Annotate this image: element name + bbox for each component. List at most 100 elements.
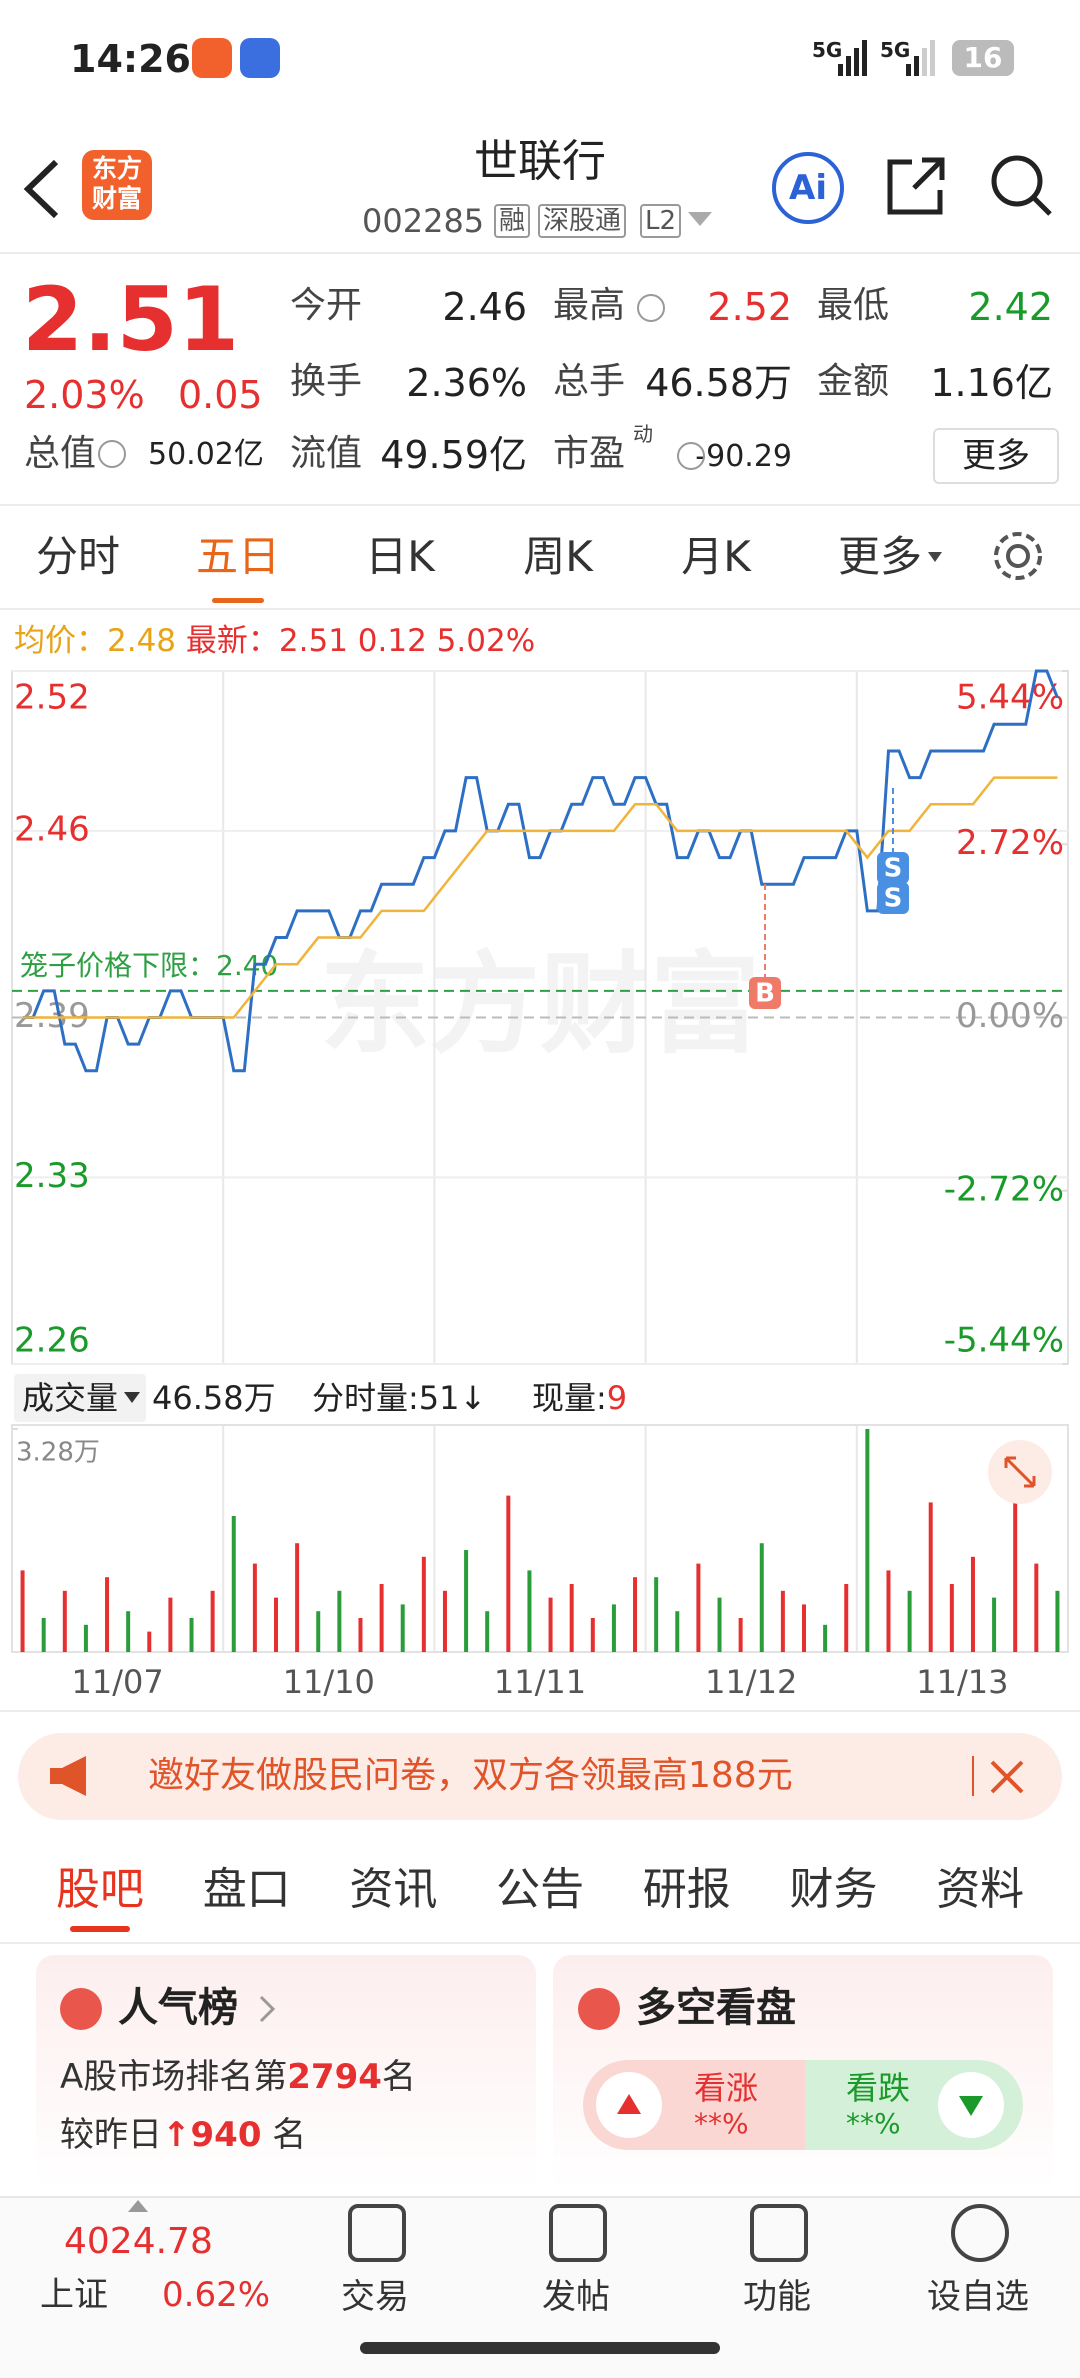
volume-bar [780,1590,785,1652]
stat-label: 最高 [553,285,626,326]
stat-value: 46.58万 [645,361,792,405]
latest-change: 0.12 [357,623,427,659]
volume-bar [844,1584,849,1652]
up-triangle [617,2094,641,2114]
tag: 融 [494,204,531,238]
latest-change-pct: 5.02% [436,623,536,659]
volume-bar [358,1618,363,1652]
volume-bar [1055,1590,1060,1652]
index-change[interactable]: 0.62% [162,2275,271,2315]
x-tick-label: 11/13 [916,1663,1008,1701]
ai-button[interactable]: Ai [772,152,844,224]
period-tab[interactable]: 日K [365,532,435,581]
rank-change-line: 较昨日↑940 名 [60,2118,306,2152]
volume-selector[interactable] [14,1374,146,1422]
banner-text: 邀好友做股民问卷，双方各领最高188元 [148,1755,793,1796]
cage-limit-label: 笼子价格下限：2.40 [20,949,278,982]
volume-bar [886,1570,891,1652]
volume-bar [464,1550,469,1652]
nav-icon[interactable] [951,2204,1009,2262]
stat-value: 1.16亿 [930,361,1053,405]
status-time: 14:26 [70,37,191,81]
dropdown-arrow [124,1392,140,1403]
volume-bar [654,1577,659,1652]
section-tab[interactable]: 资讯 [349,1864,438,1915]
stat-sup: 动 [633,422,653,446]
volume-bar [442,1590,447,1652]
period-tab[interactable]: 分时 [35,532,120,581]
divider [0,252,1080,254]
tab-underline [70,1926,130,1932]
volume-bar [590,1618,595,1652]
popularity-card[interactable] [36,1955,536,2190]
volume-bar [949,1584,954,1652]
more-button[interactable]: 更多 [933,428,1059,484]
x-tick-label: 11/11 [494,1663,586,1701]
tag: 深股通 [538,204,627,238]
volume-bar [252,1563,257,1652]
volume-bar [970,1556,975,1652]
expand-arrow[interactable] [128,2200,148,2212]
volume-bar [759,1543,764,1652]
section-tab[interactable]: 股吧 [56,1864,144,1915]
y2-tick-label: 0.00% [956,996,1064,1036]
settings-button[interactable] [990,528,1046,584]
volume-bar [210,1590,215,1652]
avg-label: 均价： [14,623,107,659]
nav-label[interactable]: 功能 [743,2277,811,2317]
nav-icon[interactable] [549,2204,607,2262]
promo-banner[interactable] [18,1733,1062,1820]
section-tab[interactable]: 盘口 [202,1864,291,1915]
logo: 东方 财富 [82,150,152,220]
volume-bar [316,1611,321,1652]
nav-label[interactable]: 交易 [341,2277,409,2317]
nav-label[interactable]: 发帖 [542,2277,610,2317]
info-icon[interactable] [677,442,705,470]
volume-bar [611,1604,616,1652]
latest-value: 2.51 [278,623,348,659]
back-button[interactable] [22,158,62,220]
section-tab[interactable]: 资料 [936,1864,1025,1915]
card-title: 人气榜 [118,1985,238,2031]
dropdown-arrow[interactable] [688,212,712,228]
divider [0,608,1080,610]
close-button[interactable] [990,1760,1024,1794]
volume-bar [992,1597,997,1652]
down-triangle [959,2096,983,2116]
info-icon[interactable] [637,294,665,322]
section-tab[interactable]: 财务 [789,1864,878,1915]
info-icon[interactable] [98,440,126,468]
volume-bar [907,1590,912,1652]
section-tab[interactable]: 公告 [496,1864,585,1915]
volume-bar [189,1618,194,1652]
nav-icon[interactable] [750,2204,808,2262]
volume-bar [485,1611,490,1652]
rank-value: 2794 [287,2057,382,2097]
section-tab[interactable]: 研报 [642,1864,731,1915]
rank-prefix: A股市场排名第 [60,2057,288,2097]
period-tab[interactable]: 月K [681,532,751,581]
volume-bar [802,1604,806,1652]
volume-bar [105,1577,110,1652]
last-price: 2.51 [22,268,240,371]
change-pct: 2.03% [24,373,145,417]
tick-volume: 分时量:51↓ [312,1379,487,1417]
nav-icon[interactable] [348,2204,406,2262]
change-prefix: 较昨日 [60,2115,162,2155]
rank-line: A股市场排名第2794名 [60,2060,416,2094]
nav-label[interactable]: 设自选 [927,2277,1029,2317]
stat-label: 总值 [24,433,97,474]
chevron [259,1995,276,2023]
period-tab[interactable]: 周K [523,532,593,581]
share-button[interactable] [884,154,948,218]
period-tab[interactable]: 五日 [195,532,280,581]
volume-total: 46.58万 [152,1379,276,1417]
index-value[interactable]: 4024.78 [64,2221,213,2262]
volume-bar [421,1556,426,1652]
period-tab[interactable]: 更多 [837,532,922,581]
battery: 16 [952,40,1014,76]
search-button[interactable] [988,152,1054,218]
volume-max-label: 3.28万 [16,1438,100,1468]
index-name[interactable]: 上证 [40,2275,108,2315]
